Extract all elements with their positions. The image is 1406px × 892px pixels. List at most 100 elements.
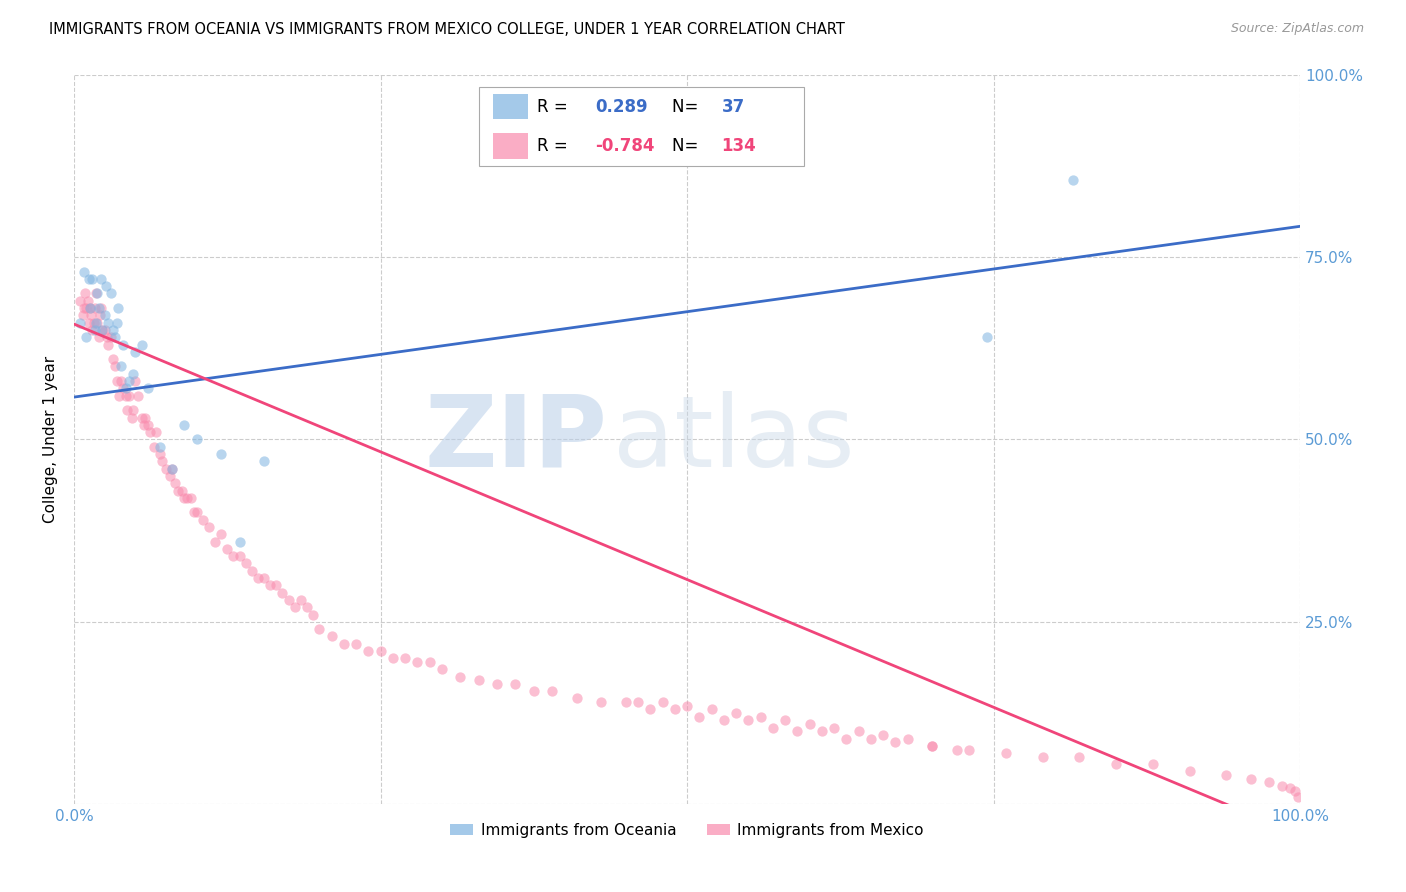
Point [69, 293, 91, 308]
Point [994, 746, 1017, 760]
Point [97, 316, 120, 330]
Y-axis label: College, Under 1 year: College, Under 1 year [44, 356, 58, 523]
Point [118, 374, 141, 388]
Point [725, 706, 748, 720]
Text: IMMIGRANTS FROM OCEANIA VS IMMIGRANTS FROM MEXICO COLLEGE, UNDER 1 YEAR CORRELAT: IMMIGRANTS FROM OCEANIA VS IMMIGRANTS FR… [49, 22, 845, 37]
Point [124, 344, 146, 359]
Point [811, 724, 834, 739]
Point [94, 279, 117, 293]
Point [884, 735, 907, 749]
Point [72, 309, 94, 323]
Point [1069, 750, 1091, 764]
Point [134, 410, 156, 425]
Point [110, 374, 132, 388]
Point [103, 352, 125, 367]
Text: N=: N= [672, 97, 704, 116]
Point [957, 742, 980, 756]
Point [1142, 757, 1164, 772]
Point [173, 417, 195, 432]
Point [786, 724, 808, 739]
Point [136, 417, 159, 432]
Point [118, 389, 141, 403]
Point [1032, 750, 1054, 764]
Point [186, 505, 208, 519]
Point [240, 564, 263, 578]
Point [271, 585, 294, 599]
Point [90, 301, 112, 315]
Text: -0.784: -0.784 [595, 137, 655, 155]
Point [191, 513, 214, 527]
Point [799, 717, 821, 731]
Point [1215, 768, 1237, 782]
Point [75, 286, 97, 301]
Text: atlas: atlas [613, 391, 855, 488]
Point [505, 677, 527, 691]
Point [103, 323, 125, 337]
Text: 0.289: 0.289 [595, 97, 648, 116]
Point [945, 742, 967, 756]
Point [105, 374, 128, 388]
Text: Source: ZipAtlas.com: Source: ZipAtlas.com [1230, 22, 1364, 36]
Point [96, 330, 118, 344]
Point [259, 578, 281, 592]
Point [93, 323, 115, 337]
Point [86, 286, 108, 301]
Point [209, 527, 232, 541]
Point [186, 433, 208, 447]
Point [253, 571, 276, 585]
Point [897, 731, 920, 746]
Point [150, 454, 173, 468]
Point [713, 714, 735, 728]
Point [110, 359, 132, 374]
Text: 134: 134 [721, 137, 756, 155]
Point [406, 655, 429, 669]
Point [75, 330, 97, 344]
Point [84, 323, 107, 337]
Point [139, 425, 162, 439]
Point [762, 721, 785, 735]
Point [114, 389, 136, 403]
Point [121, 410, 143, 425]
Point [84, 301, 107, 315]
Point [149, 447, 172, 461]
Point [160, 461, 183, 475]
Point [921, 739, 943, 753]
Point [160, 461, 183, 475]
Point [115, 403, 138, 417]
Point [1271, 779, 1294, 793]
Point [83, 316, 105, 330]
Point [235, 557, 257, 571]
Point [344, 637, 367, 651]
Point [84, 316, 107, 330]
Point [75, 301, 97, 315]
Point [91, 323, 114, 337]
Point [357, 644, 380, 658]
Point [541, 684, 564, 698]
Point [266, 578, 288, 592]
Point [136, 381, 159, 395]
Point [93, 309, 115, 323]
Point [100, 286, 122, 301]
Point [370, 644, 392, 658]
Point [486, 677, 509, 691]
Point [308, 622, 330, 636]
Point [107, 301, 129, 315]
Point [127, 389, 149, 403]
Point [921, 739, 943, 753]
Point [73, 264, 96, 278]
Point [149, 440, 172, 454]
Point [105, 316, 128, 330]
Point [122, 403, 145, 417]
Point [108, 389, 131, 403]
Point [394, 651, 416, 665]
Point [90, 272, 112, 286]
Point [209, 447, 232, 461]
Point [198, 520, 221, 534]
Point [204, 534, 226, 549]
Text: R =: R = [537, 137, 574, 155]
Point [228, 549, 250, 564]
Point [82, 272, 104, 286]
Point [749, 710, 772, 724]
Point [976, 330, 998, 344]
Point [333, 637, 356, 651]
